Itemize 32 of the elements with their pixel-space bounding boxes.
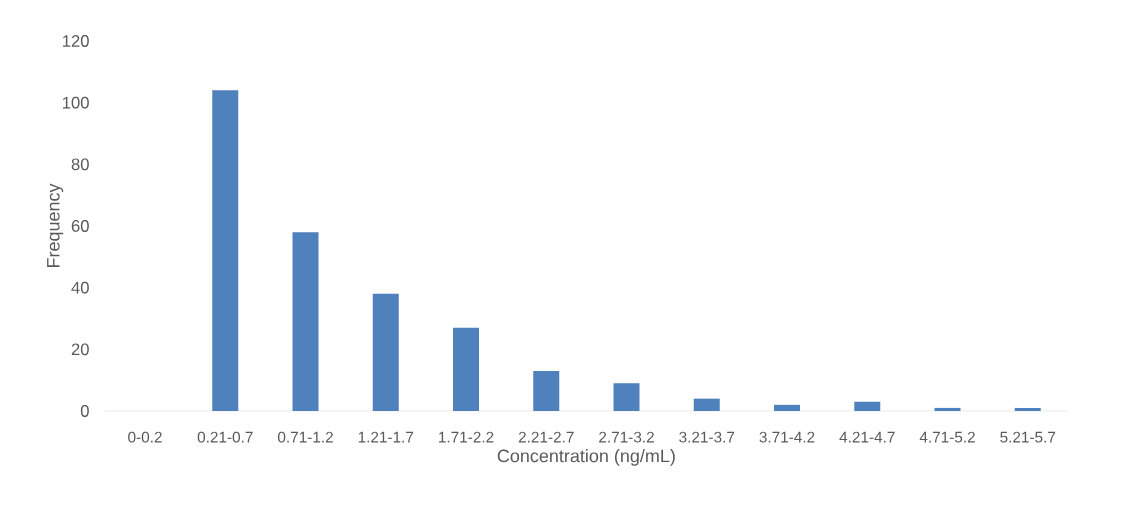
bar [533, 370, 560, 411]
y-tick-label: 60 [71, 220, 89, 232]
bar [854, 401, 881, 411]
bar [774, 404, 801, 411]
bar [1014, 407, 1041, 411]
y-tick-label: 20 [71, 343, 89, 356]
x-axis-title: Concentration (ng/mL) [497, 449, 675, 466]
x-tick-label: 1.21-1.7 [358, 431, 414, 443]
bar [372, 293, 399, 411]
x-tick-label: 0.71-1.2 [277, 431, 333, 443]
bar [613, 383, 640, 411]
x-tick-label: 5.21-5.7 [1000, 431, 1056, 443]
x-tick-label: 3.71-4.2 [759, 431, 815, 443]
y-axis-title: Frequency [47, 183, 64, 268]
x-tick-label: 4.71-5.2 [919, 431, 975, 443]
bar [453, 327, 480, 411]
x-tick-label: 0.21-0.7 [197, 431, 253, 443]
y-tick-label: 100 [62, 96, 89, 109]
x-tick-label: 0-0.2 [128, 431, 162, 443]
y-tick-label: 120 [62, 35, 89, 47]
y-tick-label: 80 [71, 158, 89, 171]
x-tick-label: 3.21-3.7 [679, 431, 735, 443]
x-tick-label: 1.71-2.2 [439, 431, 494, 443]
bar [934, 407, 961, 411]
bar [693, 398, 720, 411]
x-tick-label: 2.21-2.7 [518, 431, 574, 443]
y-tick-label: 0 [80, 405, 89, 417]
y-tick-label: 40 [71, 281, 89, 294]
bar [212, 90, 239, 411]
x-tick-label: 4.21-4.7 [839, 431, 895, 443]
x-tick-label: 2.71-3.2 [599, 431, 654, 443]
bar [292, 232, 319, 411]
